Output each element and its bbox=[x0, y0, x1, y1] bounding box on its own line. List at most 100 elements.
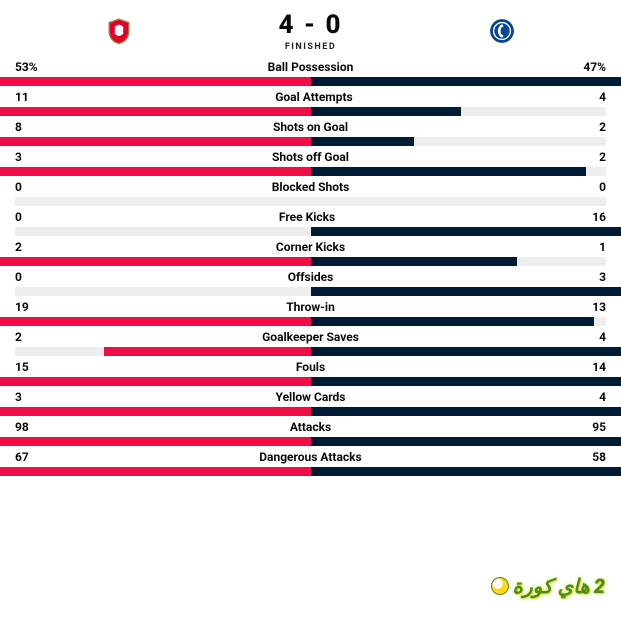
stat-row: 98Attacks95 bbox=[15, 420, 606, 446]
stat-header: 2 Corner Kicks 1 bbox=[15, 240, 606, 254]
away-bar bbox=[311, 287, 621, 296]
stat-header: 3 Shots off Goal 2 bbox=[15, 150, 606, 164]
stats-list: 53% Ball Possession 47% 11 Goal Attempts 4 8 Sh… bbox=[15, 60, 606, 476]
home-value: 53% bbox=[15, 60, 38, 74]
home-bar bbox=[0, 77, 311, 86]
stat-label: Ball Possession bbox=[268, 60, 354, 74]
away-bar bbox=[311, 257, 518, 266]
match-status: FINISHED bbox=[279, 42, 343, 52]
home-value: 0 bbox=[15, 180, 22, 194]
home-bar bbox=[0, 167, 311, 176]
away-value: 2 bbox=[599, 120, 606, 134]
home-value: 11 bbox=[15, 90, 29, 104]
stat-bar bbox=[15, 317, 606, 326]
away-bar bbox=[311, 377, 621, 386]
stat-label: Yellow Cards bbox=[276, 390, 346, 404]
away-value: 4 bbox=[599, 90, 606, 104]
home-bar bbox=[0, 257, 311, 266]
home-bar bbox=[104, 347, 311, 356]
home-bar bbox=[0, 467, 311, 476]
stat-bar bbox=[15, 197, 606, 206]
stat-label: Corner Kicks bbox=[276, 240, 345, 254]
stat-row: 0Offsides3 bbox=[15, 270, 606, 296]
away-bar bbox=[311, 347, 621, 356]
ball-icon bbox=[491, 577, 509, 595]
stat-header: 2 Goalkeeper Saves 4 bbox=[15, 330, 606, 344]
home-value: 0 bbox=[15, 210, 22, 224]
home-value: 3 bbox=[15, 390, 22, 404]
stat-bar bbox=[15, 227, 606, 236]
stat-label: Attacks bbox=[290, 420, 331, 434]
away-value: 47% bbox=[583, 60, 606, 74]
stat-label: Goalkeeper Saves bbox=[262, 330, 359, 344]
stat-label: Fouls bbox=[296, 360, 325, 374]
stat-row: 8 Shots on Goal 2 bbox=[15, 120, 606, 146]
home-value: 2 bbox=[15, 330, 22, 344]
home-value: 8 bbox=[15, 120, 22, 134]
away-bar bbox=[311, 227, 621, 236]
watermark: هاي كورة 2 bbox=[483, 570, 613, 602]
stat-row: 2 Corner Kicks 1 bbox=[15, 240, 606, 266]
away-bar bbox=[311, 317, 594, 326]
away-score: 0 bbox=[325, 10, 342, 40]
home-score: 4 bbox=[279, 10, 296, 40]
away-value: 2 bbox=[599, 150, 606, 164]
score-header: 4 - 0 FINISHED bbox=[15, 10, 606, 52]
stat-row: 67Dangerous Attacks58 bbox=[15, 450, 606, 476]
stat-bar bbox=[15, 137, 606, 146]
away-value: 4 bbox=[599, 390, 606, 404]
stat-bar bbox=[15, 77, 606, 86]
away-bar bbox=[311, 437, 621, 446]
away-value: 16 bbox=[592, 210, 606, 224]
stat-label: Blocked Shots bbox=[272, 180, 349, 194]
home-value: 3 bbox=[15, 150, 22, 164]
away-bar bbox=[311, 407, 621, 416]
stat-bar bbox=[15, 347, 606, 356]
score-separator: - bbox=[304, 10, 317, 40]
stat-row: 53% Ball Possession 47% bbox=[15, 60, 606, 86]
stat-label: Free Kicks bbox=[279, 210, 335, 224]
stat-row: 3 Shots off Goal 2 bbox=[15, 150, 606, 176]
stat-row: 0 Blocked Shots 0 bbox=[15, 180, 606, 206]
score-text: 4 - 0 bbox=[279, 10, 343, 40]
away-bar bbox=[311, 467, 621, 476]
away-crest-icon bbox=[488, 17, 516, 45]
stat-header: 53% Ball Possession 47% bbox=[15, 60, 606, 74]
stat-header: 3 Yellow Cards 4 bbox=[15, 390, 606, 404]
stat-bar bbox=[15, 467, 606, 476]
stat-label: Goal Attempts bbox=[275, 90, 352, 104]
stat-header: 67Dangerous Attacks58 bbox=[15, 450, 606, 464]
stat-bar bbox=[15, 107, 606, 116]
match-stats-panel: 4 - 0 FINISHED 53% Ball Possession 47% 11 Go… bbox=[0, 0, 621, 476]
stat-bar bbox=[15, 257, 606, 266]
home-value: 19 bbox=[15, 300, 29, 314]
home-bar bbox=[0, 407, 310, 416]
stat-label: Dangerous Attacks bbox=[259, 450, 361, 464]
stat-bar bbox=[15, 287, 606, 296]
home-bar bbox=[0, 107, 311, 116]
stat-label: Shots off Goal bbox=[272, 150, 349, 164]
watermark-text: هاي كورة bbox=[513, 574, 590, 598]
away-bar bbox=[311, 107, 461, 116]
stat-label: Shots on Goal bbox=[273, 120, 348, 134]
stat-row: 19Throw-in13 bbox=[15, 300, 606, 326]
home-value: 15 bbox=[15, 360, 29, 374]
away-value: 14 bbox=[592, 360, 606, 374]
away-bar bbox=[311, 77, 621, 86]
home-value: 2 bbox=[15, 240, 22, 254]
watermark-tag: 2 bbox=[594, 574, 605, 598]
stat-row: 15 Fouls 14 bbox=[15, 360, 606, 386]
score-block: 4 - 0 FINISHED bbox=[279, 10, 343, 52]
stat-bar bbox=[15, 167, 606, 176]
stat-header: 98Attacks95 bbox=[15, 420, 606, 434]
away-value: 1 bbox=[599, 240, 606, 254]
away-value: 0 bbox=[599, 180, 606, 194]
stat-header: 8 Shots on Goal 2 bbox=[15, 120, 606, 134]
stat-label: Offsides bbox=[288, 270, 334, 284]
home-bar bbox=[0, 137, 311, 146]
away-value: 4 bbox=[599, 330, 606, 344]
home-value: 0 bbox=[15, 270, 22, 284]
stat-header: 11 Goal Attempts 4 bbox=[15, 90, 606, 104]
home-value: 67 bbox=[15, 450, 29, 464]
stat-header: 15 Fouls 14 bbox=[15, 360, 606, 374]
